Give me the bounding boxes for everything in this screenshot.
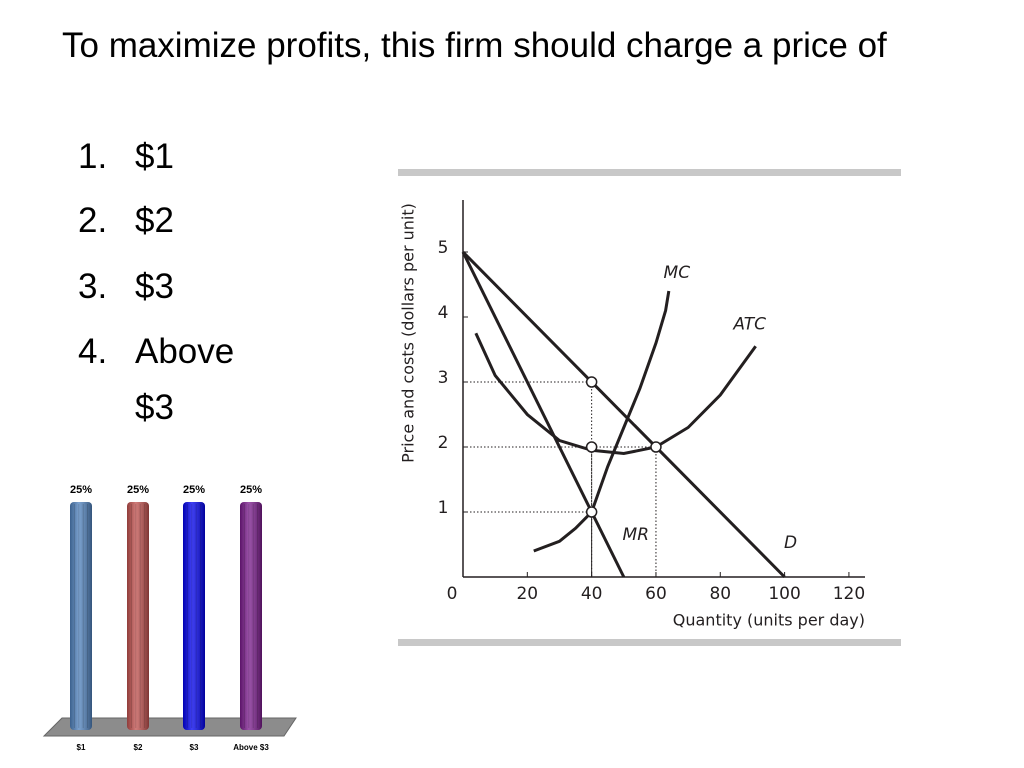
value-label: 25%	[183, 484, 205, 496]
value-label: 25%	[70, 484, 92, 496]
x-tick-label: $1	[77, 743, 86, 752]
option-number: 2.	[78, 201, 108, 240]
y-tick-label: 1	[438, 498, 449, 518]
x-tick-label: $3	[190, 743, 199, 752]
frame-bar	[398, 169, 901, 176]
curve	[461, 250, 786, 579]
y-tick-label: 4	[438, 303, 449, 323]
x-tick-label: 0	[447, 584, 458, 604]
value-label: 25%	[127, 484, 149, 496]
frame-bar	[398, 639, 901, 646]
option-text: $3	[135, 267, 174, 306]
value-label: 25%	[240, 484, 262, 496]
y-tick-label: 5	[438, 238, 449, 258]
curve	[533, 290, 671, 553]
point	[585, 441, 598, 453]
point	[585, 506, 598, 518]
option-text: $1	[135, 137, 174, 176]
curve-label: MC	[664, 263, 691, 283]
x-tick-label: $2	[134, 743, 143, 752]
option-number: 4.	[78, 332, 108, 371]
x-tick-label: Above $3	[233, 743, 269, 752]
option-text: Above $3	[135, 332, 235, 427]
x-tick-label: 80	[709, 584, 731, 604]
option-text: $2	[135, 201, 174, 240]
x-tick-label: 120	[833, 584, 865, 604]
y-axis-label: Price and costs (dollars per unit)	[399, 203, 418, 463]
curve	[474, 332, 757, 456]
y-tick-label: 3	[438, 368, 449, 388]
curve-label: MR	[623, 525, 649, 545]
curve-label: D	[784, 533, 797, 553]
x-tick-label: 40	[581, 584, 603, 604]
question: To maximize profits, this firm should ch…	[62, 26, 887, 65]
chart-floor	[42, 717, 297, 737]
x-axis-label: Quantity (units per day)	[673, 611, 865, 630]
bar-shade	[70, 502, 92, 730]
bar-shade	[183, 502, 205, 730]
y-tick-label: 2	[438, 433, 449, 453]
x-tick-label: 100	[768, 584, 800, 604]
x-tick-label: 60	[645, 584, 667, 604]
point	[585, 376, 598, 388]
point	[650, 441, 662, 453]
x-tick-label: 20	[516, 584, 538, 604]
option-number: 1.	[78, 137, 108, 176]
curve	[461, 251, 626, 578]
option-number: 3.	[78, 267, 108, 306]
curve-label: ATC	[732, 314, 766, 334]
bar-shade	[127, 502, 149, 730]
bar-shade	[240, 502, 262, 730]
